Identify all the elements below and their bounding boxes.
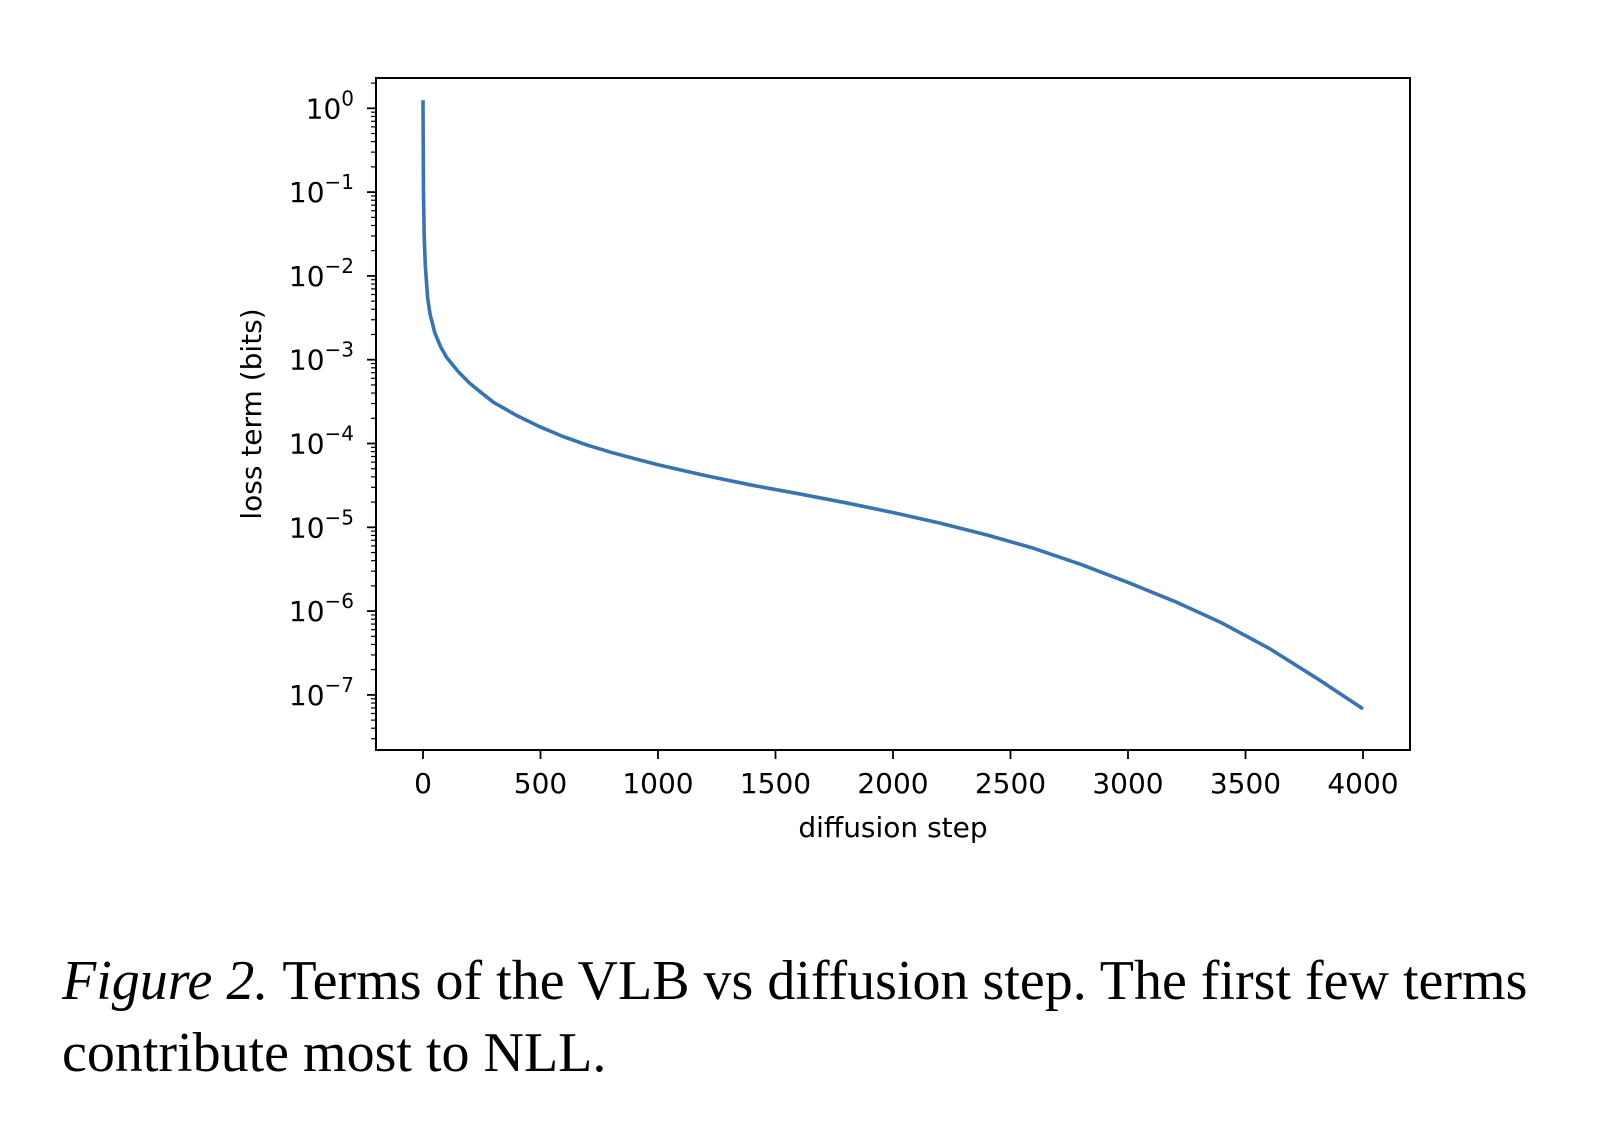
- plot-frame: [375, 77, 1411, 751]
- y-tick-label-exponent: −7: [325, 673, 354, 697]
- y-tick-label: 10−6: [289, 589, 354, 628]
- y-tick-label-exponent: −5: [325, 505, 354, 529]
- x-tick-label: 3000: [1092, 767, 1163, 800]
- y-tick-label: 10−2: [289, 254, 354, 293]
- series-line-vlb-terms: [421, 100, 1364, 711]
- y-axis-title: loss term (bits): [235, 308, 268, 519]
- y-tick-label-base: 10: [289, 428, 325, 461]
- y-tick-label: 100: [306, 86, 354, 125]
- y-tick-label: 10−4: [289, 422, 354, 461]
- y-tick-label-base: 10: [306, 92, 342, 125]
- y-tick-label-exponent: −6: [325, 589, 354, 613]
- caption-text: Terms of the VLB vs diffusion step. The …: [62, 950, 1528, 1084]
- y-tick-label: 10−3: [289, 338, 354, 377]
- x-tick-label: 2000: [857, 767, 928, 800]
- x-axis-title: diffusion step: [798, 811, 987, 844]
- figure-caption: Figure 2. Terms of the VLB vs diffusion s…: [62, 945, 1582, 1089]
- x-tick-label: 3500: [1210, 767, 1281, 800]
- x-tick-label: 0: [414, 767, 432, 800]
- y-tick-label: 10−7: [289, 673, 354, 712]
- y-tick-label-exponent: 0: [341, 86, 354, 110]
- x-tick-label: 1000: [622, 767, 693, 800]
- y-tick-label: 10−1: [289, 170, 354, 209]
- y-tick-label-exponent: −4: [325, 422, 354, 446]
- x-tick-label: 2500: [975, 767, 1046, 800]
- x-ticks: 0 500 1000 1500 2000 2500 3000 3500 4000: [414, 750, 1399, 800]
- figure-label: Figure 2.: [62, 950, 269, 1012]
- y-tick-label-base: 10: [289, 595, 325, 628]
- y-tick-label-base: 10: [289, 176, 325, 209]
- x-tick-label: 4000: [1327, 767, 1398, 800]
- y-tick-label-base: 10: [289, 511, 325, 544]
- y-tick-label-exponent: −3: [325, 338, 354, 362]
- x-tick-label: 500: [514, 767, 567, 800]
- plot-area: [376, 78, 1410, 750]
- y-tick-label-base: 10: [289, 344, 325, 377]
- y-tick-label-exponent: −1: [325, 170, 354, 194]
- y-tick-label-base: 10: [289, 679, 325, 712]
- y-tick-label: 10−5: [289, 505, 354, 544]
- y-tick-label-base: 10: [289, 260, 325, 293]
- x-tick-label: 1500: [740, 767, 811, 800]
- y-tick-label-exponent: −2: [325, 254, 354, 278]
